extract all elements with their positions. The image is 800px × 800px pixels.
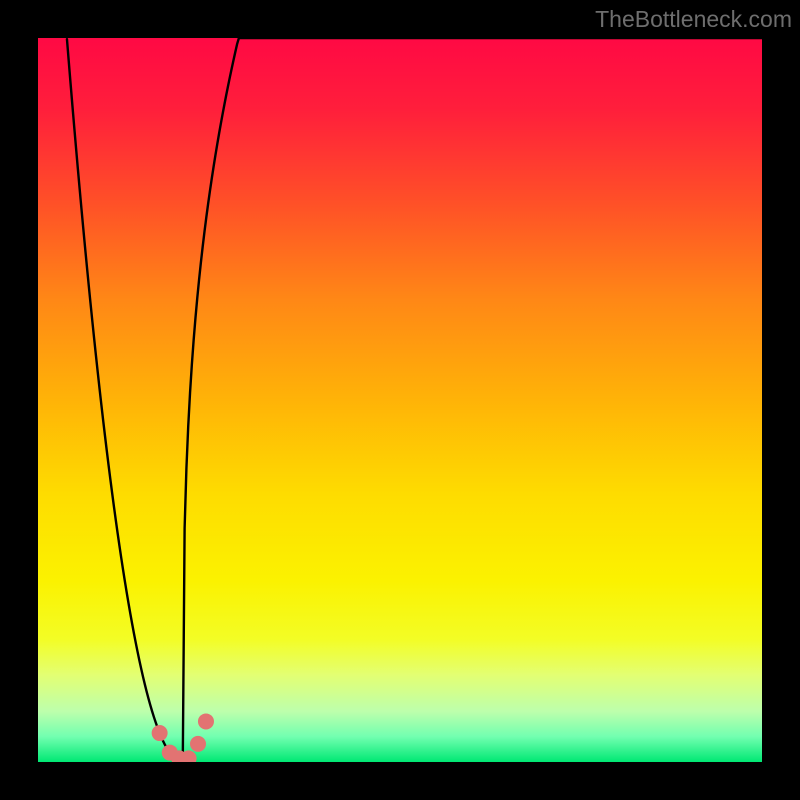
curve-marker xyxy=(152,725,168,741)
plot-area xyxy=(38,38,762,762)
curve-marker xyxy=(190,736,206,752)
plot-background xyxy=(38,38,762,762)
chart-svg xyxy=(38,38,762,762)
curve-marker xyxy=(198,713,214,729)
chart-frame: TheBottleneck.com xyxy=(0,0,800,800)
watermark-text: TheBottleneck.com xyxy=(595,6,792,33)
